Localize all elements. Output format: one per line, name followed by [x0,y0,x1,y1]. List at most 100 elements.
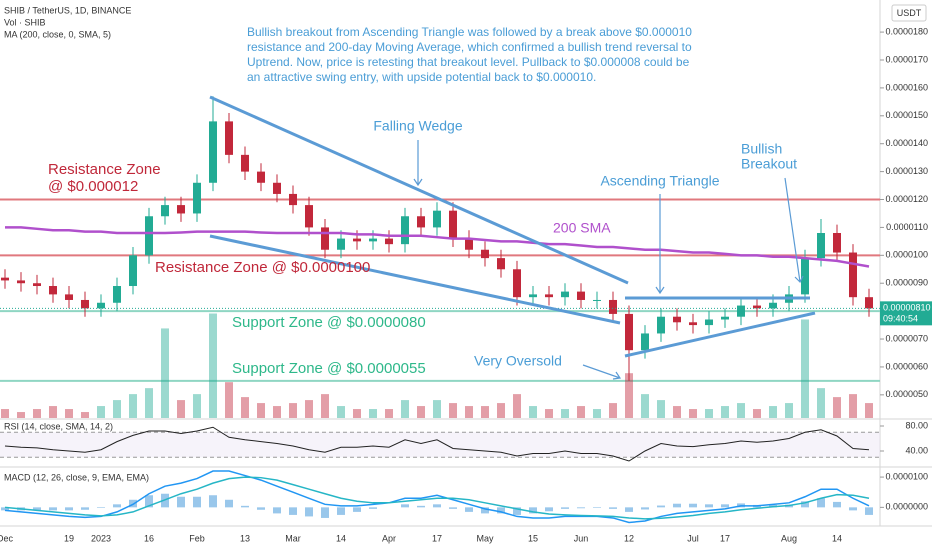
volume-bar [97,406,105,418]
candle-body [833,232,841,253]
candle-body [577,291,585,300]
x-tick-label: Feb [189,533,205,543]
candle-body [385,238,393,245]
x-tick-label: 17 [720,533,730,543]
resistance-label: @ $0.000012 [48,178,138,195]
volume-bar [81,412,89,418]
volume-bar [289,403,297,418]
volume-bar [577,406,585,418]
candle-body [161,205,169,217]
volume-bar [385,409,393,418]
volume-bar [737,403,745,418]
x-tick-label: 14 [832,533,842,543]
macd-histogram-bar [417,505,425,508]
volume-bar [769,406,777,418]
volume-bar [833,397,841,418]
x-tick-label: Dec [0,533,13,543]
x-tick-label: Apr [382,533,396,543]
y-tick-label: 0.0000150 [885,110,928,120]
candle-body [817,232,825,259]
volume-bar [849,394,857,418]
volume-bar [609,403,617,418]
y-tick-label: 0.0000060 [885,361,928,371]
macd-histogram-bar [369,507,377,509]
candle-body [705,319,713,326]
candle-body [241,154,249,172]
candle-body [529,294,537,298]
volume-bar [433,400,441,418]
macd-histogram-bar [673,503,681,508]
volume-bar [417,406,425,418]
macd-histogram-bar [1,507,9,511]
candle-body [625,313,633,351]
macd-histogram-bar [97,507,105,508]
candle-body [17,280,25,284]
macd-histogram-bar [337,507,345,515]
volume-bar [529,406,537,418]
candle-body [81,299,89,309]
macd-histogram-bar [145,495,153,508]
volume-bar [129,394,137,418]
y-tick-label: 0.0000120 [885,194,928,204]
volume-bar [17,412,25,418]
volume-bar [209,313,217,418]
candle-body [481,249,489,259]
volume-bar [369,409,377,418]
macd-histogram-bar [225,499,233,508]
legend-text: MACD (12, 26, close, 9, EMA, EMA) [4,472,149,482]
macd-histogram-bar [241,505,249,508]
volume-bar [625,373,633,418]
wedge-lower-line [209,234,621,325]
candle-body [305,205,313,228]
front-layer: SHIB / TetherUS, 1D, BINANCE Vol · SHIB … [0,4,932,543]
volume-bar [241,397,249,418]
currency[interactable]: USDT [897,8,922,18]
candle-body [209,121,217,183]
x-tick-label: 12 [624,533,634,543]
candle-body [465,238,473,250]
volume-bar [449,403,457,418]
arrow [413,140,423,187]
volume-bar [593,409,601,418]
volume-bar [721,406,729,418]
volume-bar [481,406,489,418]
volume-bar [673,406,681,418]
macd-histogram-bar [577,507,585,509]
candle-body [33,283,41,287]
candle-body [129,255,137,287]
macd-histogram-bar [513,507,521,515]
macd-histogram-bar [849,507,857,511]
x-tick-label: Mar [285,533,301,543]
x-tick-label: May [476,533,494,543]
annotation: Very Oversold [474,353,562,369]
macd-histogram-bar [545,507,553,512]
y-tick-label: 0.0000170 [885,54,928,64]
support-label: Support Zone @ $0.0000080 [232,314,426,331]
currency-box[interactable] [891,4,927,22]
macd-histogram-bar [449,507,457,509]
resistance-label: Resistance Zone [48,161,161,178]
volume-bar [257,403,265,418]
x-tick-label: 15 [528,533,538,543]
macd-line [4,470,870,524]
sma-label: 200 SMA [553,220,611,236]
sma-line [5,226,870,268]
countdown: 09:40:54 [883,314,918,324]
candle-body [353,238,361,242]
candle-body [369,238,377,242]
legend-text: SHIB / TetherUS, 1D, BINANCE [4,5,131,15]
legend-text: MA (200, close, 0, SMA, 5) [4,29,111,39]
candle-body [865,297,873,309]
volume-bar [33,409,41,418]
arrow [582,364,622,380]
macd-histogram-bar [529,507,537,514]
note-line: Uptrend. Now, price is retesting that br… [247,55,690,69]
candle-body [113,286,121,303]
macd-histogram-bar [433,504,441,508]
volume-bar [193,394,201,418]
triangle-rising-line [624,311,816,358]
candle-body [449,210,457,239]
macd-histogram-bar [113,504,121,508]
macd-histogram-bar [593,507,601,508]
